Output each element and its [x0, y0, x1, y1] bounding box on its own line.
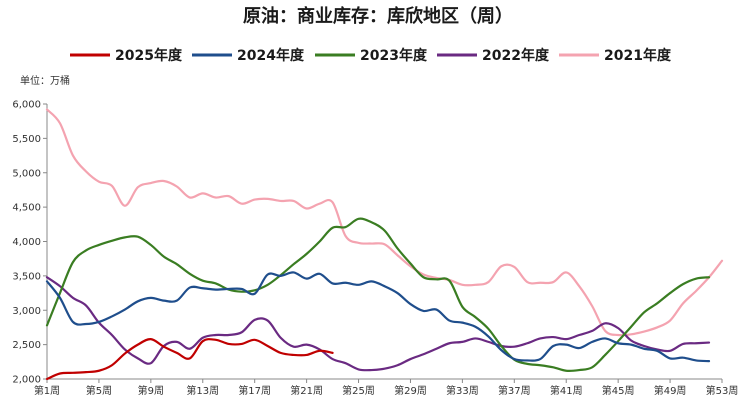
x-tick-label: 第13周: [186, 384, 219, 397]
y-tick-label: 2,500: [12, 340, 41, 351]
x-tick-label: 第45周: [602, 384, 635, 397]
x-tick-label: 第41周: [550, 384, 583, 397]
series-line-2021年度: [45, 108, 724, 337]
x-tick-label: 第37周: [498, 384, 531, 397]
x-tick-label: 第33周: [446, 384, 479, 397]
y-tick-label: 6,000: [12, 100, 41, 111]
x-tick-label: 第29周: [394, 384, 427, 397]
unit-label: 单位：万桶: [20, 74, 70, 87]
x-tick-label: 第53周: [706, 384, 739, 397]
y-tick-label: 3,500: [12, 271, 41, 282]
legend-label: 2021年度: [604, 47, 672, 64]
legend: 2025年度 2024年度 2023年度 2022年度 2021年度: [70, 47, 672, 64]
series-line-2022年度: [45, 276, 711, 372]
x-tick-label: 第1周: [34, 384, 60, 397]
legend-label: 2023年度: [360, 47, 428, 64]
series-lines: [45, 108, 724, 381]
legend-label: 2024年度: [237, 47, 305, 64]
y-tick-label: 5,000: [12, 168, 41, 179]
series-line-2025年度: [45, 338, 334, 381]
legend-label: 2022年度: [482, 47, 550, 64]
x-tick-label: 第9周: [138, 384, 164, 397]
y-tick-label: 4,500: [12, 203, 41, 214]
y-tick-label: 3,000: [12, 306, 41, 317]
x-tick-label: 第5周: [86, 384, 112, 397]
x-tick-label: 第25周: [342, 384, 375, 397]
x-tick-label: 第21周: [290, 384, 323, 397]
y-tick-label: 5,500: [12, 134, 41, 145]
y-tick-label: 4,000: [12, 237, 41, 248]
series-line-2024年度: [45, 271, 711, 363]
legend-label: 2025年度: [115, 47, 183, 64]
axes: 2,000 2,500 3,000 3,500 4,000 4,500 5,000 5,500…: [12, 100, 738, 398]
series-line-2023年度: [45, 217, 711, 373]
x-tick-label: 第17周: [238, 384, 271, 397]
y-tick-label: 2,000: [12, 375, 41, 386]
x-tick-label: 第49周: [654, 384, 687, 397]
chart-title: 原油：商业库存：库欣地区（周）: [243, 5, 513, 27]
